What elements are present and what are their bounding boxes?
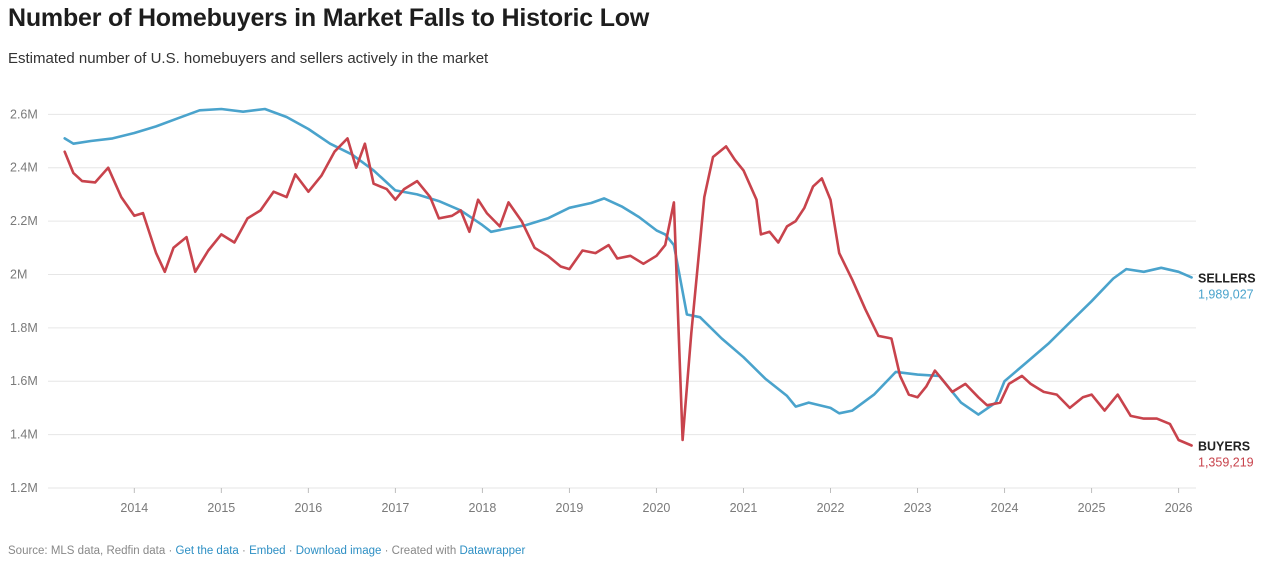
datawrapper-link[interactable]: Datawrapper [459,545,526,557]
x-tick-label: 2024 [991,501,1019,515]
x-axis-ticks: 2014 2015 2016 2017 2018 2019 2020 2021 2022 2023… [120,488,1193,515]
y-axis-ticks: 1.2M 1.4M 1.6M 1.8M 2M 2.2M 2.4M 2.6M [10,107,38,495]
chart-title: Number of Homebuyers in Market Falls to … [8,4,650,32]
y-tick-label: 1.4M [10,428,38,442]
created-with-text: Created with [391,545,457,557]
x-tick-label: 2026 [1165,501,1193,515]
x-tick-label: 2017 [381,501,409,515]
y-tick-label: 2M [10,267,27,281]
series-value-sellers: 1,989,027 [1198,287,1254,301]
y-tick-label: 2.2M [10,214,38,228]
get-the-data-link[interactable]: Get the data [175,545,239,557]
x-tick-label: 2020 [643,501,671,515]
separator: · [242,545,246,557]
y-tick-label: 2.6M [10,107,38,121]
x-tick-label: 2018 [469,501,497,515]
y-tick-label: 1.2M [10,481,38,495]
y-tick-label: 1.6M [10,374,38,388]
series-label-sellers: SELLERS [1198,271,1256,285]
x-tick-label: 2021 [730,501,758,515]
x-tick-label: 2016 [294,501,322,515]
y-tick-label: 1.8M [10,321,38,335]
chart-footer: Source: MLS data, Redfin data · Get the … [8,545,525,557]
series-line-sellers [63,107,1193,416]
x-tick-label: 2014 [120,501,148,515]
separator: · [168,545,173,557]
chart-subtitle: Estimated number of U.S. homebuyers and … [8,50,489,67]
x-tick-label: 2025 [1078,501,1106,515]
download-image-link[interactable]: Download image [295,545,382,557]
x-tick-label: 2022 [817,501,845,515]
gridlines [48,113,1196,489]
x-tick-label: 2015 [207,501,235,515]
series-value-buyers: 1,359,219 [1198,456,1254,470]
embed-link[interactable]: Embed [249,545,286,557]
x-tick-label: 2023 [904,501,932,515]
series-end-labels: SELLERS 1,989,027 BUYERS 1,359,219 [1198,271,1256,469]
separator: · [288,545,293,557]
y-tick-label: 2.4M [10,161,38,175]
series-line-buyers [63,137,1193,447]
x-tick-label: 2019 [556,501,584,515]
source-text: Source: MLS data, Redfin data [8,545,166,557]
separator: · [384,545,389,557]
series-lines [63,107,1193,447]
series-label-buyers: BUYERS [1198,440,1250,454]
